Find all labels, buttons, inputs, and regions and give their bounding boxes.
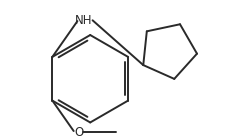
Text: O: O (74, 126, 83, 139)
Text: NH: NH (75, 14, 93, 27)
